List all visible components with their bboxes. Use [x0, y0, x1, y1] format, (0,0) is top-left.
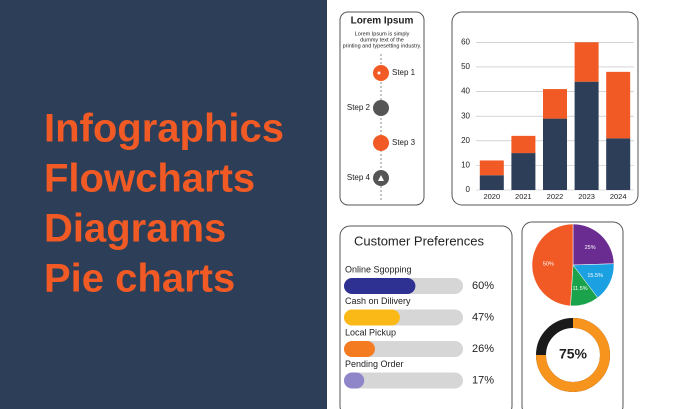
- y-tick-label: 0: [466, 185, 471, 194]
- step-glyph: [377, 71, 381, 75]
- row-label: Pending Order: [345, 359, 404, 369]
- y-tick-label: 60: [461, 37, 470, 46]
- slice-label: 11.5%: [573, 286, 588, 292]
- track: [344, 372, 463, 389]
- bar-segment: [511, 135, 536, 154]
- headline-line: Pie charts: [44, 257, 235, 301]
- slice-label: 50%: [543, 262, 554, 268]
- value-label: 17%: [472, 374, 494, 386]
- x-tick-label: 2021: [515, 192, 532, 201]
- steps-title: Lorem Ipsum: [351, 16, 414, 27]
- row-label: Online Sgopping: [345, 264, 412, 274]
- bar-segment: [574, 42, 599, 82]
- left-panel: [0, 0, 327, 409]
- slice-label: 25%: [585, 245, 596, 251]
- bar-segment: [606, 71, 631, 139]
- slice-label: 15.5%: [587, 273, 603, 279]
- progress-bar: [344, 278, 416, 294]
- y-tick-label: 20: [461, 136, 470, 145]
- bar-segment: [543, 89, 567, 119]
- step-label: Step 3: [392, 138, 416, 147]
- row-label: Local Pickup: [345, 327, 396, 337]
- headline-line: Diagrams: [44, 207, 226, 251]
- steps-text: printing and typesetting industry.: [343, 43, 422, 49]
- steps-text: Lorem Ipsum is simply: [355, 31, 410, 37]
- x-tick-label: 2024: [610, 192, 627, 201]
- headline-line: Flowcharts: [44, 157, 255, 201]
- x-tick-label: 2022: [547, 192, 564, 201]
- value-label: 60%: [472, 280, 494, 292]
- bar-segment: [479, 160, 504, 176]
- pie-slice: [531, 223, 574, 307]
- y-tick-label: 50: [461, 62, 470, 71]
- steps-text: dummy text of the: [360, 37, 404, 43]
- step-glyph: [378, 175, 384, 181]
- step-label: Step 2: [347, 103, 371, 112]
- step-icon: [373, 135, 389, 151]
- progress-bar: [344, 309, 400, 326]
- y-tick-label: 30: [461, 111, 470, 120]
- step-label: Step 4: [347, 173, 371, 182]
- headline-line: Infographics: [44, 107, 284, 151]
- headline: Infographics Flowcharts Diagrams Pie cha…: [44, 107, 284, 301]
- step-label: Step 1: [392, 68, 416, 77]
- value-label: 26%: [472, 343, 494, 355]
- step-icon: [373, 65, 389, 81]
- bar-segment: [606, 138, 631, 190]
- bar-segment: [574, 81, 599, 190]
- donut-arc: [536, 318, 610, 392]
- y-tick-label: 40: [461, 87, 470, 96]
- progress-bar: [344, 372, 365, 389]
- bar-segment: [511, 153, 536, 190]
- y-tick-label: 10: [461, 160, 470, 169]
- step-icon: [373, 100, 389, 116]
- x-tick-label: 2023: [578, 192, 595, 201]
- x-tick-label: 2020: [483, 192, 500, 201]
- preferences-title: Customer Preferences: [354, 233, 485, 248]
- bar-segment: [543, 118, 567, 190]
- pie-slice: [572, 223, 615, 266]
- bar-segment: [479, 175, 504, 190]
- value-label: 47%: [472, 311, 494, 323]
- donut-label: 75%: [559, 346, 588, 362]
- progress-bar: [344, 341, 375, 357]
- row-label: Cash on Dilivery: [345, 296, 411, 306]
